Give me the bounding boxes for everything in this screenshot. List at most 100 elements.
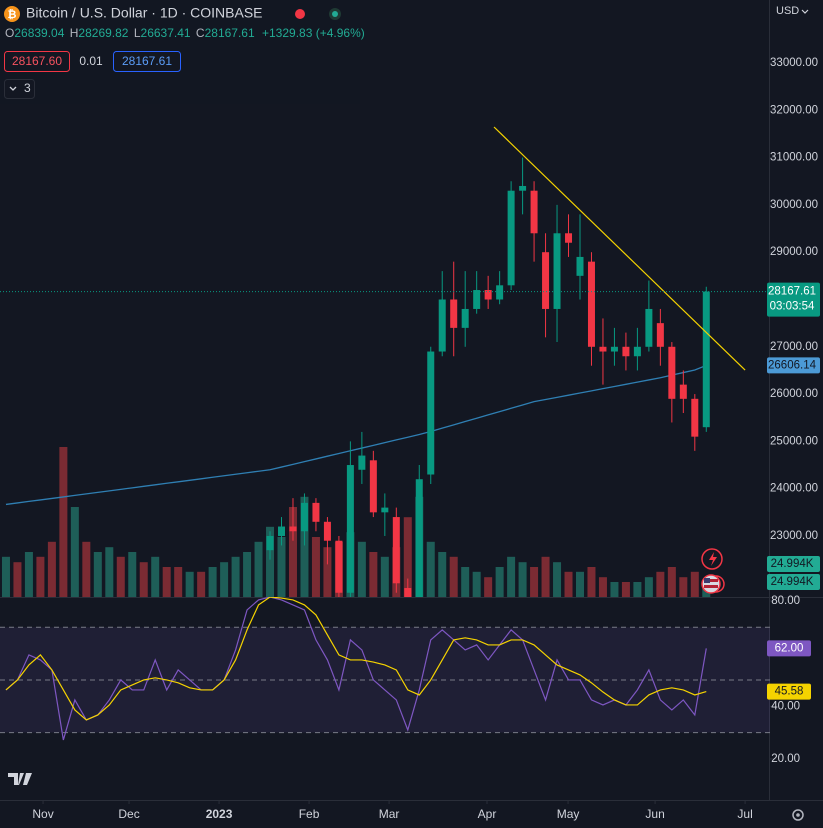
volume-bar [105, 547, 114, 597]
y-tick-label: 32000.00 [770, 104, 818, 116]
candle-body [438, 299, 446, 352]
volume-bar [610, 582, 619, 597]
candle-body [484, 290, 492, 300]
volume-bar [587, 567, 596, 597]
chevron-icon [9, 86, 17, 91]
volume-bar [197, 571, 206, 597]
currency-label[interactable]: USD [776, 5, 799, 17]
candle-body [415, 479, 423, 597]
candle-body [679, 384, 687, 399]
economic-event-icon[interactable] [701, 574, 721, 594]
x-tick-label: Dec [118, 807, 139, 821]
candle-body [553, 233, 561, 309]
volume-bar [13, 562, 22, 597]
candle-body [702, 291, 710, 428]
candle-body [633, 346, 641, 357]
volume-bar [128, 552, 137, 597]
candle-body [381, 507, 389, 513]
ohlc-value: 26637.41 [141, 26, 191, 40]
buy-button[interactable] [113, 51, 181, 72]
volume-bar [357, 541, 366, 597]
volume-bar [59, 447, 68, 597]
volume-bar [403, 517, 412, 597]
rsi-line [5, 597, 707, 721]
indicators-count: 3 [24, 81, 31, 95]
candle-body [427, 351, 435, 475]
ohlc-value: 28167.61 [205, 26, 255, 40]
volume-bar [151, 556, 160, 597]
volume-bar [82, 541, 91, 597]
volume-bar [266, 526, 275, 597]
volume-bar [36, 556, 45, 597]
axis-layer: 23000.00 24000.00 25000.00 26000.00 27000.00… [32, 57, 820, 821]
bitcoin-icon [4, 6, 20, 22]
volume-bar [380, 556, 389, 597]
rsi-value-label: 45.58 [775, 686, 804, 698]
volume-bar [507, 556, 516, 597]
ohlc-value: 26839.04 [14, 26, 64, 40]
volume-bar [300, 496, 309, 597]
volume-bar [243, 552, 252, 597]
volume-bar [495, 567, 504, 597]
volume-bar [311, 537, 320, 597]
volume-bar [644, 577, 653, 597]
last-price-badge [767, 282, 820, 317]
volume-bar [656, 571, 665, 597]
volume-bar [472, 571, 481, 597]
flag-canton [704, 578, 710, 583]
candle-body [668, 346, 676, 399]
candle-body [323, 521, 331, 541]
x-tick-label: Jul [737, 807, 752, 821]
indicators-toggle[interactable] [4, 79, 35, 99]
x-tick-label: Apr [478, 807, 497, 821]
candle-body [312, 502, 320, 522]
volume-bar [174, 567, 183, 597]
rsi-band-fill [0, 627, 770, 733]
volume-bar [564, 571, 573, 597]
sell-button[interactable] [4, 51, 70, 72]
volume-bar [461, 567, 470, 597]
ohlc-key: H [70, 26, 79, 40]
trendline[interactable] [493, 126, 746, 371]
y-tick-label: 23000.00 [770, 530, 818, 542]
market-status-icon[interactable] [295, 9, 305, 19]
y-tick-label: 33000.00 [770, 57, 818, 69]
ma-label: 26606.14 [768, 359, 817, 371]
candle-body [622, 346, 630, 357]
last-price-label: 28167.61 [768, 286, 816, 298]
volume-bar [116, 556, 125, 597]
volume-bar [690, 571, 699, 597]
volume-bar [208, 567, 217, 597]
volume-bar [139, 562, 148, 597]
flag-stripe [704, 585, 718, 588]
candle-body [496, 285, 504, 300]
live-indicator-dot [332, 11, 338, 17]
volume-bar [231, 556, 240, 597]
volume-bar [220, 562, 229, 597]
y-tick-label: 80.00 [771, 595, 800, 607]
volume-bar [621, 582, 630, 597]
tradingview-logo[interactable] [8, 773, 32, 785]
y-tick-label: 30000.00 [770, 199, 818, 211]
flag-stripe [704, 579, 718, 582]
settings-icon-center [796, 813, 800, 817]
volume-bar [185, 571, 194, 597]
volume-bar [530, 567, 539, 597]
candle-body [450, 299, 458, 328]
volume-bar [484, 577, 493, 597]
volume-bar [541, 556, 550, 597]
volume-badge [767, 556, 820, 572]
candle-body [576, 256, 584, 276]
candle-body [530, 190, 538, 234]
volume-bar [162, 567, 171, 597]
settings-icon[interactable] [792, 809, 804, 821]
moving-average-line [5, 364, 707, 506]
volume-bar [254, 541, 263, 597]
candle-body [507, 190, 515, 286]
candle-body [300, 502, 308, 532]
ohlc-line: O26839.04 H28269.82 L26637.41 C28167.61 … [5, 26, 365, 40]
x-tick-label: Jun [645, 807, 664, 821]
candle-body [289, 526, 297, 532]
candle-body [358, 455, 366, 470]
